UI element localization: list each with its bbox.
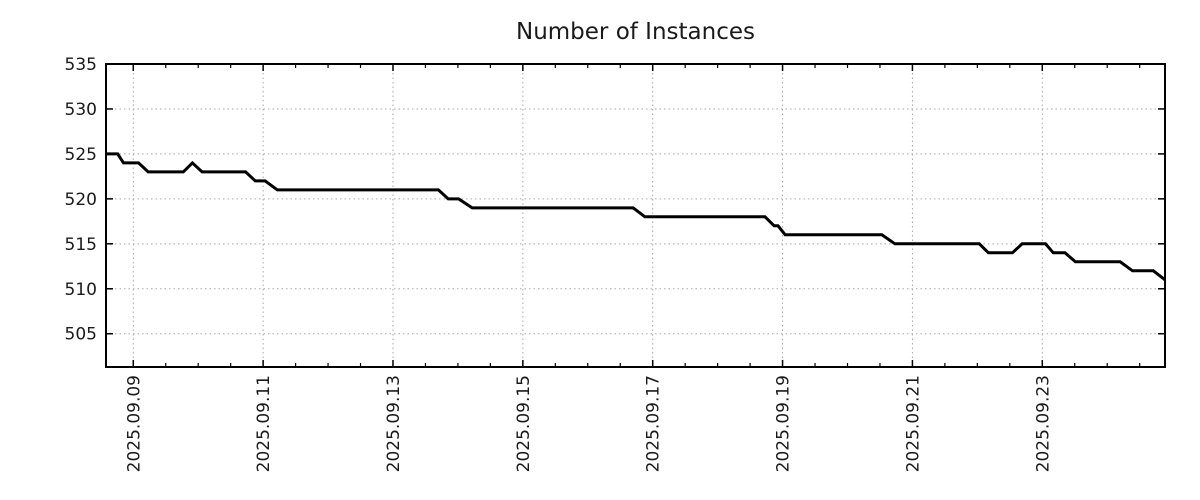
x-tick-label: 2025.09.23: [1033, 375, 1053, 472]
y-tick-label: 505: [65, 325, 97, 345]
series-line-instances: [106, 152, 1166, 281]
y-tick-label: 535: [65, 55, 97, 75]
y-tick-label: 530: [65, 100, 97, 120]
x-tick-label: 2025.09.11: [254, 375, 274, 472]
plot-frame: [105, 63, 1166, 368]
grid-layer: [106, 64, 1165, 367]
y-tick-label: 520: [65, 190, 97, 210]
axis-labels-layer: 2025.09.09 2025.09.11 2025.09.13 2025.09.15…: [65, 55, 1054, 472]
x-tick-label: 2025.09.13: [384, 375, 404, 472]
y-tick-label: 515: [65, 235, 97, 255]
x-tick-label: 2025.09.09: [124, 375, 144, 472]
x-tick-label: 2025.09.21: [903, 375, 923, 472]
x-tick-label: 2025.09.17: [644, 375, 664, 472]
x-tick-label: 2025.09.15: [514, 375, 534, 472]
tick-layer: [106, 63, 1165, 367]
series-layer: [106, 152, 1166, 281]
y-tick-label: 510: [65, 280, 97, 300]
x-tick-label: 2025.09.19: [774, 375, 794, 472]
y-tick-label: 525: [65, 145, 97, 165]
chart-title: Number of Instances: [516, 19, 755, 45]
